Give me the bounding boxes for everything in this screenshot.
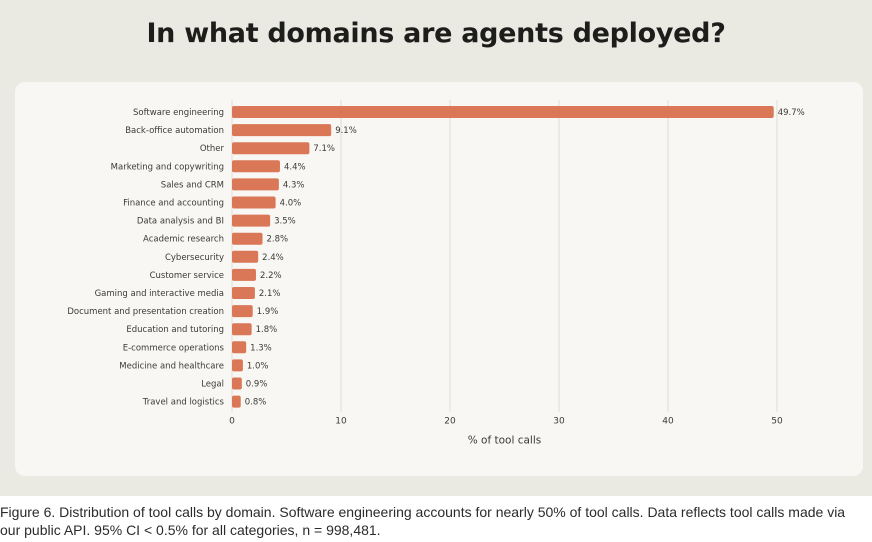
category-label: Software engineering [133,108,224,118]
category-label: Document and presentation creation [67,307,224,317]
data-label: 4.4% [284,162,306,172]
data-label: 0.9% [246,380,268,390]
x-tick-label: 10 [335,417,347,427]
category-label: Back-office automation [125,126,224,136]
data-label: 2.2% [260,271,282,281]
caption-text: Distribution of tool calls by domain. So… [0,504,846,538]
data-label: 7.1% [313,144,335,154]
figure-panel: In what domains are agents deployed? 0 10… [0,0,872,496]
data-label: 2.4% [262,253,284,263]
category-label: Marketing and copywriting [111,162,224,172]
x-tick-label: 0 [229,417,235,427]
caption-label: Figure 6. [0,504,56,520]
data-label: 1.3% [250,343,272,353]
bar [232,142,310,155]
bar [232,287,255,299]
x-tick-label: 50 [771,417,783,427]
chart-title: In what domains are agents deployed? [146,18,726,49]
category-label: E-commerce operations [123,343,225,353]
category-label: Education and tutoring [126,325,224,335]
data-label: 1.8% [256,325,278,335]
x-tick-label: 40 [662,417,674,427]
bar [232,268,256,281]
bar [232,395,241,408]
bar [232,196,276,209]
x-tick-label: 30 [553,417,565,427]
bar [232,250,259,263]
data-label: 2.8% [267,235,289,245]
figure-caption: Figure 6. Distribution of tool calls by … [0,503,868,539]
bar [232,124,332,137]
category-label: Sales and CRM [161,180,224,190]
data-label: 2.1% [259,289,281,299]
bar [232,377,242,390]
data-label: 0.8% [245,398,267,408]
bar [232,106,774,118]
bar [232,341,247,354]
bar [232,323,252,336]
bar [232,359,243,372]
category-label: Travel and logistics [142,398,225,408]
data-label: 1.9% [257,307,279,317]
category-label: Academic research [143,235,224,245]
data-label: 4.0% [280,199,302,209]
category-label: Medicine and healthcare [119,361,224,371]
chart-card: 0 10 20 30 40 50 Software engineering 49.7% Back… [15,82,863,476]
bar [232,160,280,173]
data-label: 49.7% [778,108,805,118]
data-label: 9.1% [335,126,357,136]
category-label: Gaming and interactive media [95,289,224,299]
category-label: Other [200,144,225,154]
bar [232,232,263,245]
category-label: Customer service [150,271,224,281]
bar [232,305,253,318]
data-label: 1.0% [247,361,269,371]
data-label: 3.5% [274,217,296,227]
x-tick-label: 20 [444,417,456,427]
category-label: Finance and accounting [123,199,224,209]
category-label: Legal [201,380,224,390]
data-label: 4.3% [283,180,305,190]
category-label: Data analysis and BI [137,217,224,227]
bar [232,214,271,227]
x-axis-label: % of tool calls [468,435,542,447]
bar [232,178,279,191]
bar-chart: 0 10 20 30 40 50 Software engineering 49.7% Back… [67,100,805,447]
category-label: Cybersecurity [165,253,224,263]
